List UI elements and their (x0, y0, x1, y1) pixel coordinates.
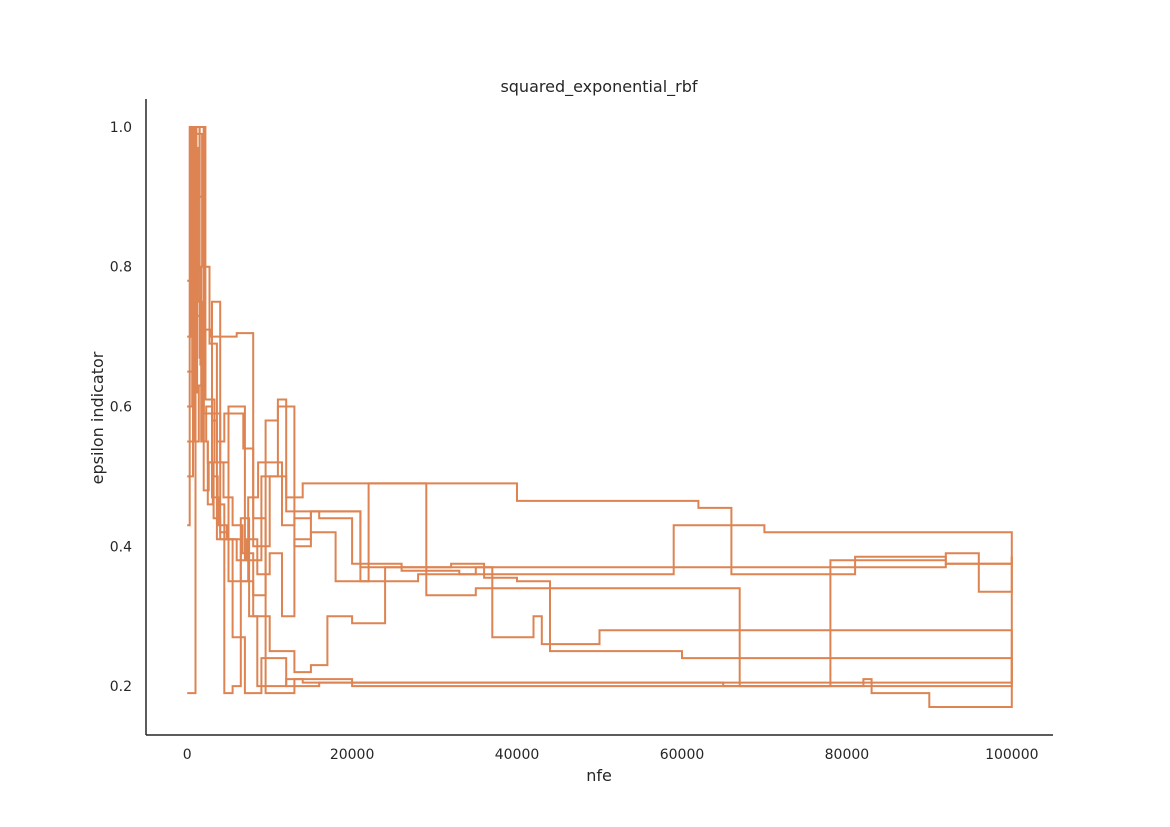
series-line-2 (187, 126, 1013, 683)
x-axis-title: nfe (586, 766, 612, 785)
y-tick-labels: 0.2 0.4 0.6 0.8 1.0 (110, 120, 132, 695)
series-line-7 (187, 132, 1013, 695)
y-tick-label: 0.8 (110, 260, 132, 276)
x-tick-label: 20000 (330, 747, 375, 763)
x-tick-labels: 0 20000 40000 60000 80000 100000 (183, 747, 1039, 763)
series-line-5 (187, 146, 1013, 708)
x-tick-label: 60000 (660, 747, 705, 763)
series-line-3 (187, 126, 1013, 683)
series-line-9 (187, 126, 1013, 688)
y-tick-label: 0.2 (110, 679, 132, 695)
series-layer (187, 126, 1013, 708)
series-line-1 (187, 126, 1012, 695)
x-tick-label: 80000 (825, 747, 870, 763)
series-line-4 (187, 126, 1013, 695)
x-tick-label: 40000 (495, 747, 540, 763)
y-axis-title: epsilon indicator (88, 351, 107, 484)
chart-title: squared_exponential_rbf (500, 77, 697, 97)
x-tick-label: 100000 (985, 747, 1038, 763)
series-line-8 (187, 126, 1013, 583)
y-tick-label: 0.4 (110, 539, 132, 555)
x-tick-label: 0 (183, 747, 192, 763)
y-tick-label: 0.6 (110, 400, 132, 416)
y-tick-label: 1.0 (110, 120, 132, 136)
